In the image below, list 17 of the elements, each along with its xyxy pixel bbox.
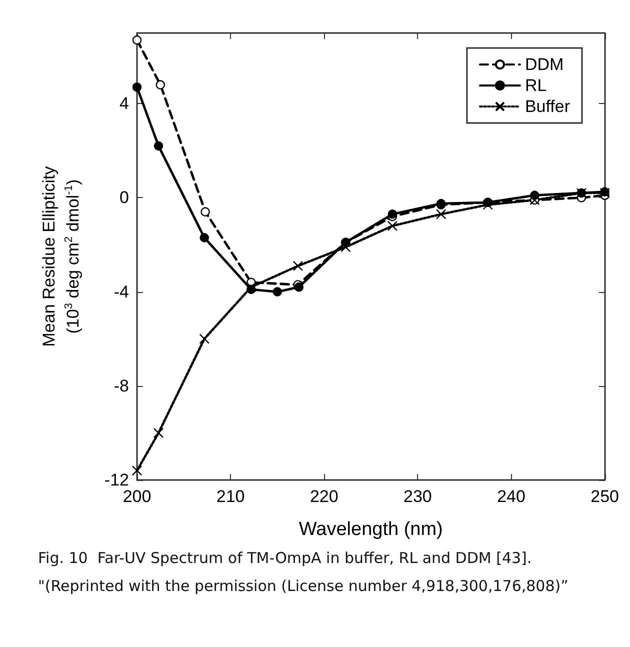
y-tick-label: -4 [114,282,129,302]
y-tick-label: 4 [120,94,129,114]
y-tick-label: -12 [104,470,129,490]
x-axis-title: Wavelength (nm) [298,519,443,540]
x-tick-label: 240 [497,487,526,506]
x-tick-label: 210 [216,487,245,506]
x-tick-label: 220 [310,487,338,506]
x-tick-label: 250 [590,487,620,506]
x-tick-label: 200 [122,487,152,506]
y-tick-label: -8 [114,376,129,396]
legend-label: Buffer [524,97,570,116]
legend-label: DDM [524,55,564,74]
text: "(Reprinted with the permission (License number 4,918,300,176,808)” [38,577,568,595]
caption: Fig. 10 Far-UV Spectrum of TM-OmpA in buffer, RL and DDM [43]. [38,549,532,567]
x-tick-label: 230 [404,487,432,506]
y-tick-label: 0 [120,188,129,208]
legend-label: RL [524,76,547,95]
